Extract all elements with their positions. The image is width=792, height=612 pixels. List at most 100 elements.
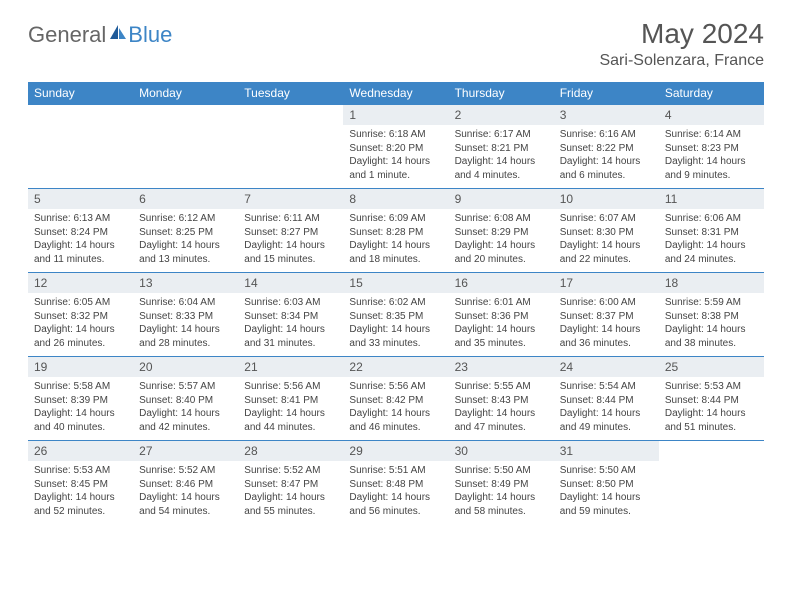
- weekday-header: Thursday: [449, 82, 554, 105]
- day-details: Sunrise: 5:55 AMSunset: 8:43 PMDaylight:…: [449, 377, 554, 438]
- day-details: Sunrise: 6:17 AMSunset: 8:21 PMDaylight:…: [449, 125, 554, 186]
- weekday-header: Monday: [133, 82, 238, 105]
- calendar-day-cell: 1Sunrise: 6:18 AMSunset: 8:20 PMDaylight…: [343, 105, 448, 189]
- calendar-day-cell: 22Sunrise: 5:56 AMSunset: 8:42 PMDayligh…: [343, 357, 448, 441]
- day-details: Sunrise: 5:53 AMSunset: 8:44 PMDaylight:…: [659, 377, 764, 438]
- calendar-day-cell: [28, 105, 133, 189]
- day-number: 10: [554, 189, 659, 209]
- day-details: Sunrise: 5:56 AMSunset: 8:41 PMDaylight:…: [238, 377, 343, 438]
- calendar-day-cell: 3Sunrise: 6:16 AMSunset: 8:22 PMDaylight…: [554, 105, 659, 189]
- day-number: 27: [133, 441, 238, 461]
- calendar-week-row: 26Sunrise: 5:53 AMSunset: 8:45 PMDayligh…: [28, 441, 764, 525]
- calendar-day-cell: 6Sunrise: 6:12 AMSunset: 8:25 PMDaylight…: [133, 189, 238, 273]
- calendar-day-cell: 16Sunrise: 6:01 AMSunset: 8:36 PMDayligh…: [449, 273, 554, 357]
- calendar-day-cell: 10Sunrise: 6:07 AMSunset: 8:30 PMDayligh…: [554, 189, 659, 273]
- day-number: 18: [659, 273, 764, 293]
- day-number: 2: [449, 105, 554, 125]
- weekday-header-row: SundayMondayTuesdayWednesdayThursdayFrid…: [28, 82, 764, 105]
- day-number: 3: [554, 105, 659, 125]
- day-number: 22: [343, 357, 448, 377]
- calendar-day-cell: 11Sunrise: 6:06 AMSunset: 8:31 PMDayligh…: [659, 189, 764, 273]
- day-details: Sunrise: 6:14 AMSunset: 8:23 PMDaylight:…: [659, 125, 764, 186]
- day-details: Sunrise: 6:05 AMSunset: 8:32 PMDaylight:…: [28, 293, 133, 354]
- day-number: 29: [343, 441, 448, 461]
- day-number: 13: [133, 273, 238, 293]
- day-details: Sunrise: 6:13 AMSunset: 8:24 PMDaylight:…: [28, 209, 133, 270]
- month-title: May 2024: [599, 18, 764, 50]
- calendar-day-cell: 8Sunrise: 6:09 AMSunset: 8:28 PMDaylight…: [343, 189, 448, 273]
- weekday-header: Tuesday: [238, 82, 343, 105]
- calendar-day-cell: 28Sunrise: 5:52 AMSunset: 8:47 PMDayligh…: [238, 441, 343, 525]
- calendar-day-cell: [238, 105, 343, 189]
- day-number: 30: [449, 441, 554, 461]
- calendar-day-cell: 13Sunrise: 6:04 AMSunset: 8:33 PMDayligh…: [133, 273, 238, 357]
- calendar-day-cell: 19Sunrise: 5:58 AMSunset: 8:39 PMDayligh…: [28, 357, 133, 441]
- calendar-table: SundayMondayTuesdayWednesdayThursdayFrid…: [28, 82, 764, 525]
- day-number: 28: [238, 441, 343, 461]
- calendar-day-cell: 7Sunrise: 6:11 AMSunset: 8:27 PMDaylight…: [238, 189, 343, 273]
- day-details: Sunrise: 5:56 AMSunset: 8:42 PMDaylight:…: [343, 377, 448, 438]
- day-number: 31: [554, 441, 659, 461]
- calendar-day-cell: 9Sunrise: 6:08 AMSunset: 8:29 PMDaylight…: [449, 189, 554, 273]
- calendar-day-cell: 18Sunrise: 5:59 AMSunset: 8:38 PMDayligh…: [659, 273, 764, 357]
- calendar-day-cell: 15Sunrise: 6:02 AMSunset: 8:35 PMDayligh…: [343, 273, 448, 357]
- day-number: 23: [449, 357, 554, 377]
- day-details: Sunrise: 6:02 AMSunset: 8:35 PMDaylight:…: [343, 293, 448, 354]
- sail-icon: [108, 21, 128, 47]
- day-details: Sunrise: 6:03 AMSunset: 8:34 PMDaylight:…: [238, 293, 343, 354]
- brand-logo: General Blue: [28, 18, 172, 48]
- calendar-day-cell: 2Sunrise: 6:17 AMSunset: 8:21 PMDaylight…: [449, 105, 554, 189]
- day-number: 12: [28, 273, 133, 293]
- day-details: Sunrise: 6:16 AMSunset: 8:22 PMDaylight:…: [554, 125, 659, 186]
- title-block: May 2024 Sari-Solenzara, France: [599, 18, 764, 70]
- calendar-day-cell: 5Sunrise: 6:13 AMSunset: 8:24 PMDaylight…: [28, 189, 133, 273]
- day-details: Sunrise: 6:00 AMSunset: 8:37 PMDaylight:…: [554, 293, 659, 354]
- calendar-day-cell: 25Sunrise: 5:53 AMSunset: 8:44 PMDayligh…: [659, 357, 764, 441]
- day-number: 26: [28, 441, 133, 461]
- day-number: 11: [659, 189, 764, 209]
- day-number: 15: [343, 273, 448, 293]
- calendar-day-cell: 31Sunrise: 5:50 AMSunset: 8:50 PMDayligh…: [554, 441, 659, 525]
- weekday-header: Wednesday: [343, 82, 448, 105]
- day-details: Sunrise: 5:58 AMSunset: 8:39 PMDaylight:…: [28, 377, 133, 438]
- calendar-day-cell: 24Sunrise: 5:54 AMSunset: 8:44 PMDayligh…: [554, 357, 659, 441]
- header: General Blue May 2024 Sari-Solenzara, Fr…: [28, 18, 764, 70]
- day-details: Sunrise: 5:59 AMSunset: 8:38 PMDaylight:…: [659, 293, 764, 354]
- day-details: Sunrise: 6:18 AMSunset: 8:20 PMDaylight:…: [343, 125, 448, 186]
- day-details: Sunrise: 6:12 AMSunset: 8:25 PMDaylight:…: [133, 209, 238, 270]
- calendar-day-cell: 23Sunrise: 5:55 AMSunset: 8:43 PMDayligh…: [449, 357, 554, 441]
- weekday-header: Sunday: [28, 82, 133, 105]
- day-details: Sunrise: 6:01 AMSunset: 8:36 PMDaylight:…: [449, 293, 554, 354]
- calendar-week-row: 1Sunrise: 6:18 AMSunset: 8:20 PMDaylight…: [28, 105, 764, 189]
- day-details: Sunrise: 5:57 AMSunset: 8:40 PMDaylight:…: [133, 377, 238, 438]
- calendar-day-cell: 26Sunrise: 5:53 AMSunset: 8:45 PMDayligh…: [28, 441, 133, 525]
- day-number: 7: [238, 189, 343, 209]
- day-number: 25: [659, 357, 764, 377]
- day-number: 24: [554, 357, 659, 377]
- weekday-header: Saturday: [659, 82, 764, 105]
- day-details: Sunrise: 6:11 AMSunset: 8:27 PMDaylight:…: [238, 209, 343, 270]
- weekday-header: Friday: [554, 82, 659, 105]
- day-number: 16: [449, 273, 554, 293]
- day-number: 21: [238, 357, 343, 377]
- calendar-day-cell: 14Sunrise: 6:03 AMSunset: 8:34 PMDayligh…: [238, 273, 343, 357]
- calendar-week-row: 19Sunrise: 5:58 AMSunset: 8:39 PMDayligh…: [28, 357, 764, 441]
- calendar-week-row: 12Sunrise: 6:05 AMSunset: 8:32 PMDayligh…: [28, 273, 764, 357]
- calendar-day-cell: 27Sunrise: 5:52 AMSunset: 8:46 PMDayligh…: [133, 441, 238, 525]
- day-number: 6: [133, 189, 238, 209]
- calendar-day-cell: 17Sunrise: 6:00 AMSunset: 8:37 PMDayligh…: [554, 273, 659, 357]
- day-details: Sunrise: 6:08 AMSunset: 8:29 PMDaylight:…: [449, 209, 554, 270]
- calendar-page: General Blue May 2024 Sari-Solenzara, Fr…: [0, 0, 792, 535]
- day-details: Sunrise: 6:06 AMSunset: 8:31 PMDaylight:…: [659, 209, 764, 270]
- calendar-day-cell: 4Sunrise: 6:14 AMSunset: 8:23 PMDaylight…: [659, 105, 764, 189]
- location: Sari-Solenzara, France: [599, 52, 764, 70]
- calendar-day-cell: 20Sunrise: 5:57 AMSunset: 8:40 PMDayligh…: [133, 357, 238, 441]
- day-number: 1: [343, 105, 448, 125]
- day-number: 19: [28, 357, 133, 377]
- day-details: Sunrise: 5:52 AMSunset: 8:46 PMDaylight:…: [133, 461, 238, 522]
- brand-word1: General: [28, 22, 106, 48]
- calendar-day-cell: 30Sunrise: 5:50 AMSunset: 8:49 PMDayligh…: [449, 441, 554, 525]
- day-number: 4: [659, 105, 764, 125]
- day-number: 14: [238, 273, 343, 293]
- day-number: 17: [554, 273, 659, 293]
